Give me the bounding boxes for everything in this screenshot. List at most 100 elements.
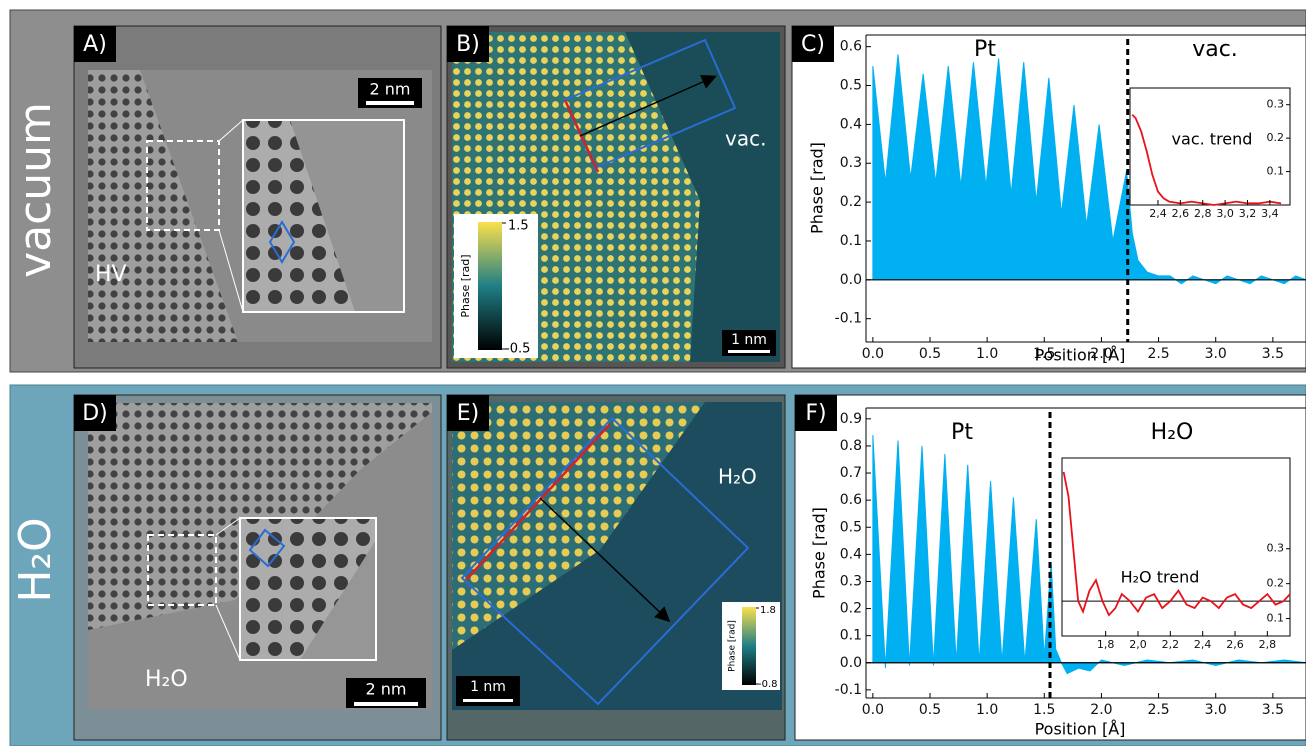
y-tick-label: 0.9 — [840, 411, 862, 427]
panel-label: D) — [82, 401, 108, 426]
y-tick-label: 0.1 — [840, 233, 862, 249]
y-tick-label: 0.1 — [1267, 612, 1285, 625]
y-tick-label: 0.5 — [840, 78, 862, 94]
chart: 0.0 0.5 1.0 1.5 2.0 2.5 3.0 3.5 -0.1 0.0 0.1 0.2 0.3… — [808, 34, 1306, 365]
colorbar-title: Phase [rad] — [728, 620, 738, 672]
y-tick-label: 0.2 — [840, 601, 862, 617]
x-axis-label: Position [Å] — [1035, 720, 1126, 739]
annotation: H₂O — [145, 667, 188, 692]
x-tick-label: 2,4 — [1149, 207, 1167, 220]
annotation: HV — [95, 262, 127, 287]
y-tick-label: 0.3 — [840, 155, 862, 171]
panel-label: C) — [801, 32, 825, 57]
profile-arrow — [579, 74, 717, 137]
x-tick-label: 2,4 — [1194, 638, 1212, 651]
scale-bar — [728, 350, 770, 353]
y-tick-label: 0.6 — [840, 492, 862, 508]
x-tick-label: 0.0 — [862, 702, 884, 718]
panel-b: vac. Phase [rad] 1.5 -0.5 1 nm B) — [446, 25, 786, 369]
x-tick-label: 1.0 — [976, 702, 998, 718]
charts: 0.0 0.5 1.0 1.5 2.0 2.5 3.0 3.5-0.10.00.10.20.3… — [808, 34, 1306, 739]
annotation: H₂O — [718, 465, 757, 489]
x-tick-label: 2.0 — [1090, 702, 1112, 718]
zoom-inset-frame — [239, 517, 377, 661]
colorbar-tick-label: -0.5 — [505, 342, 530, 357]
y-tick-label: 0.1 — [1267, 165, 1285, 178]
annotation: vac. trend — [1172, 130, 1253, 149]
scale-bar-label: 1 nm — [470, 679, 506, 695]
x-tick-label: 1.5 — [1033, 346, 1055, 362]
x-tick-label: 0.5 — [919, 346, 941, 362]
chart: 2,4 2,6 2,8 3,0 3,2 3,4 0.1 0.2 0.3 vac. trend — [1129, 87, 1291, 220]
scale-bar — [354, 702, 418, 706]
label-box — [795, 395, 837, 431]
x-tick-label: 1.0 — [976, 346, 998, 362]
x-tick-label: 2,2 — [1162, 638, 1180, 651]
scale-bar — [366, 101, 414, 105]
annotation: vac. — [1192, 37, 1238, 62]
zoom-box — [147, 534, 217, 606]
y-tick-label: 0.7 — [840, 465, 862, 481]
trend-line — [1062, 471, 1291, 617]
zoom-box — [146, 140, 220, 231]
y-tick-label: 0.6 — [840, 39, 862, 55]
colorbar-title: Phase [rad] — [459, 254, 472, 317]
row-label: H₂O — [10, 517, 61, 602]
trend-line — [1131, 114, 1282, 206]
unit-cell — [268, 220, 296, 264]
x-tick-label: 3.0 — [1205, 346, 1227, 362]
x-axis-label: Position [Å] — [1035, 346, 1126, 365]
x-tick-label: 2,0 — [1129, 638, 1147, 651]
colorbar-tick-label: 1.8 — [760, 605, 776, 616]
x-tick-label: 2,6 — [1172, 207, 1190, 220]
scale-bar — [463, 699, 513, 702]
colorbar — [742, 607, 756, 685]
y-axis-label: Phase [rad] — [808, 142, 827, 234]
zoom-inset-frame — [242, 119, 405, 313]
lattice — [88, 70, 238, 342]
y-tick-label: -0.1 — [835, 311, 862, 327]
scale-bar-label: 2 nm — [370, 80, 411, 99]
panel-label: B) — [456, 32, 480, 57]
panel-label: A) — [83, 32, 107, 57]
y-tick-label: 0.5 — [840, 519, 862, 535]
chart: 1,8 2,0 2,2 2,4 2,6 2,8 0.1 0.2 0.3 H₂O trend — [1061, 457, 1291, 651]
annotation: Pt — [951, 420, 973, 445]
row-label: vacuum — [10, 102, 61, 278]
profile-arrow — [539, 497, 671, 623]
inset-frame — [1061, 457, 1291, 637]
y-tick-label: 0.2 — [1267, 131, 1285, 144]
label-box — [792, 26, 834, 62]
panel-label: E) — [457, 401, 479, 426]
x-tick-label: 3,2 — [1239, 207, 1257, 220]
x-tick-label: 3,4 — [1261, 207, 1279, 220]
colorbar-tick-label: 1.5 — [508, 219, 529, 234]
scale-bar-label: 1 nm — [731, 332, 767, 348]
label-box — [74, 26, 116, 62]
unit-cell — [248, 528, 286, 568]
annotation: Pt — [974, 37, 996, 62]
x-tick-label: 0.0 — [862, 346, 884, 362]
annotation: vac. — [725, 127, 766, 151]
panel-a: A) HV 2 nm — [73, 25, 442, 369]
x-tick-label: 3.5 — [1262, 702, 1284, 718]
label-box — [447, 26, 489, 62]
y-tick-label: -0.1 — [835, 682, 862, 698]
x-tick-label: 3,0 — [1216, 207, 1234, 220]
y-tick-label: 0.3 — [1267, 98, 1285, 111]
x-tick-label: 2.5 — [1147, 346, 1169, 362]
colorbar-tick-label: -0.8 — [758, 679, 778, 690]
lattice — [240, 518, 376, 660]
zoom-link — [215, 604, 241, 661]
profile-box — [460, 416, 750, 706]
colorbar — [478, 222, 502, 350]
x-tick-label: 2,8 — [1194, 207, 1212, 220]
panel-d: H₂O 2 nm D) — [73, 394, 442, 741]
panel-label: F) — [805, 401, 826, 426]
label-box — [447, 395, 489, 431]
x-tick-label: 1,8 — [1097, 638, 1115, 651]
y-tick-label: 0.2 — [840, 194, 862, 210]
lattice — [243, 120, 355, 312]
profile-start — [465, 423, 611, 581]
